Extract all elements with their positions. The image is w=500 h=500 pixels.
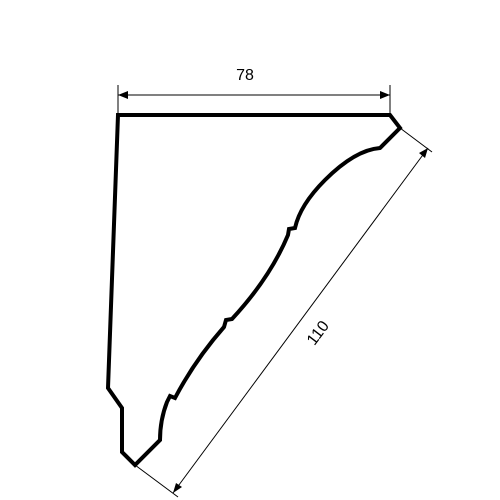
dim-diag-line [173,148,428,493]
moulding-profile [108,115,400,465]
dimension-diagonal: 110 [135,128,432,497]
dim-diag-ext-bottom [135,465,178,497]
dim-top-arrow-right [380,91,390,99]
dimension-top: 78 [118,67,390,115]
dim-top-arrow-left [118,91,128,99]
dim-top-label: 78 [236,67,254,84]
dim-diag-arrow-top [419,148,428,158]
dim-diag-arrow-bottom [173,483,182,493]
profile-diagram: 78 110 [0,0,500,500]
dim-diag-label: 110 [304,318,333,349]
